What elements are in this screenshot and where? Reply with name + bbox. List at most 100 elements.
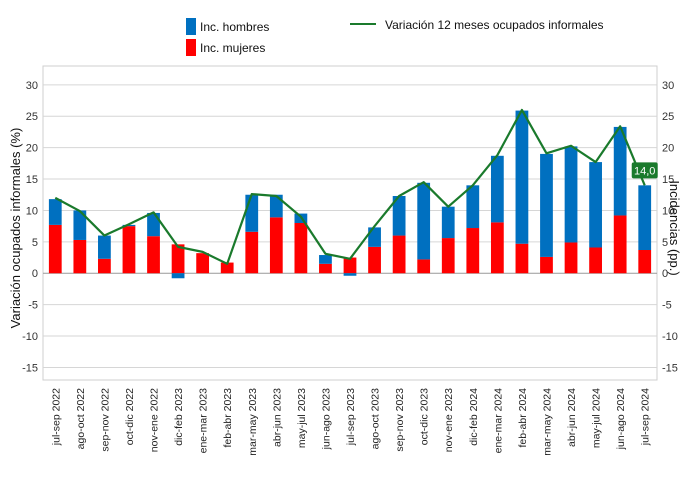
bars [48, 110, 652, 279]
x-tick-label: ene-mar 2024 [492, 388, 504, 454]
bar-hombres [417, 182, 431, 260]
x-tick-label: oct-dic 2023 [419, 388, 431, 445]
y-tick-label: 20 [26, 143, 38, 155]
legend-swatch-hombres [186, 18, 196, 35]
x-tick-label: ago-oct 2023 [370, 388, 382, 449]
x-tick-label: ago-oct 2022 [75, 388, 87, 449]
plot-frame [42, 65, 658, 381]
x-tick-label: jul-sep 2024 [640, 388, 652, 446]
x-tick-label: dic-feb 2024 [468, 388, 480, 446]
bar-mujeres [269, 217, 283, 274]
bar-hombres [368, 227, 381, 247]
x-tick-label: may-jul 2024 [591, 388, 603, 448]
bar-mujeres [466, 228, 480, 274]
bar-hombres [490, 155, 504, 223]
y-tick-label: 15 [26, 174, 38, 186]
bar-mujeres [540, 256, 553, 274]
x-tick-label: dic-feb 2023 [173, 388, 185, 446]
x-tick-label: nov-ene 2023 [443, 388, 455, 452]
bar-mujeres [589, 247, 602, 274]
bar-mujeres [319, 263, 332, 274]
legend: Inc. hombres Inc. mujeres Variación 12 m… [186, 18, 604, 56]
x-tick-label: nov-ene 2022 [149, 388, 161, 452]
x-tick-label: abr-jun 2024 [566, 388, 578, 447]
bar-hombres [515, 110, 529, 244]
x-axis-category-labels: jul-sep 2022 ago-oct 2022 sep-nov 2022 oct-… [50, 388, 651, 456]
x-tick-label: jul-sep 2023 [345, 388, 357, 446]
y-tick-label: 30 [26, 80, 38, 92]
bar-mujeres [245, 231, 259, 274]
bar-hombres [319, 255, 332, 264]
bar-mujeres [196, 253, 210, 274]
last-value-label: 14,0 [631, 162, 658, 179]
bar-mujeres [343, 257, 357, 274]
bar-hombres [613, 126, 627, 216]
gridlines [42, 65, 658, 381]
x-tick-label: mar-may 2023 [247, 388, 259, 456]
x-tick-label: sep-nov 2022 [99, 388, 111, 452]
x-tick-label: ene-mar 2023 [198, 388, 210, 454]
bar-hombres [564, 146, 578, 243]
y2-tick-label: -15 [662, 362, 678, 374]
bar-hombres [343, 273, 357, 276]
bar-mujeres [564, 242, 578, 274]
y-axis-title: Variación ocupados informales (%) [8, 128, 23, 329]
x-tick-label: feb-abr 2023 [222, 388, 234, 448]
last-value-box [631, 162, 658, 179]
bar-hombres [147, 212, 160, 237]
y2-tick-label: 25 [662, 111, 674, 123]
y2-axis-title: Incidencias (pp.) [667, 180, 682, 275]
y-tick-label: -5 [28, 300, 38, 312]
y2-tick-label: 10 [662, 205, 674, 217]
bar-hombres [48, 199, 62, 225]
y-tick-label: 25 [26, 111, 38, 123]
x-tick-label: jun-ago 2024 [615, 388, 627, 450]
bar-mujeres [441, 238, 455, 274]
legend-label-hombres: Inc. hombres [200, 20, 269, 34]
legend-swatch-mujeres [186, 39, 196, 56]
bar-mujeres [417, 259, 431, 274]
legend-label-variacion: Variación 12 meses ocupados informales [385, 18, 604, 32]
last-value-text: 14,0 [634, 165, 655, 177]
y2-tick-label: 5 [662, 237, 668, 249]
bar-mujeres [515, 243, 529, 274]
bar-hombres [269, 194, 283, 218]
x-tick-label: jun-ago 2023 [320, 388, 332, 450]
y2-tick-label: 15 [662, 174, 674, 186]
y-tick-label: 10 [26, 205, 38, 217]
y2-tick-label: 20 [662, 143, 674, 155]
line-series [54, 108, 646, 265]
bar-mujeres [220, 262, 234, 274]
bar-hombres [441, 206, 455, 239]
bar-mujeres [392, 235, 406, 274]
bar-hombres [638, 185, 652, 251]
y2-tick-label: -5 [662, 300, 672, 312]
y2-tick-label: 0 [662, 268, 668, 280]
bar-mujeres [171, 244, 185, 274]
bar-hombres [73, 210, 87, 240]
bar-mujeres [73, 239, 87, 274]
bar-hombres [589, 162, 602, 248]
line-variacion [54, 108, 646, 265]
bar-mujeres [48, 224, 62, 274]
bar-hombres [245, 194, 259, 232]
bar-hombres [98, 235, 111, 259]
x-tick-label: abr-jun 2023 [271, 388, 283, 447]
y2-tick-label: 30 [662, 80, 674, 92]
bar-hombres [466, 185, 480, 229]
x-tick-label: mar-may 2024 [541, 388, 553, 456]
bar-mujeres [490, 222, 504, 274]
bar-mujeres [294, 223, 308, 274]
y-tick-label: -15 [22, 362, 38, 374]
bar-mujeres [368, 246, 381, 274]
y-tick-label: 0 [32, 268, 38, 280]
x-tick-label: sep-nov 2023 [394, 388, 406, 452]
x-tick-label: jul-sep 2022 [50, 388, 62, 446]
bar-mujeres [122, 226, 136, 274]
x-tick-label: feb-abr 2024 [517, 388, 529, 448]
bar-hombres [171, 273, 185, 279]
y-axis-left-ticks: -15 -10 -5 0 5 10 15 20 25 30 [22, 80, 38, 375]
x-tick-label: may-jul 2023 [296, 388, 308, 448]
y2-tick-label: -10 [662, 331, 678, 343]
